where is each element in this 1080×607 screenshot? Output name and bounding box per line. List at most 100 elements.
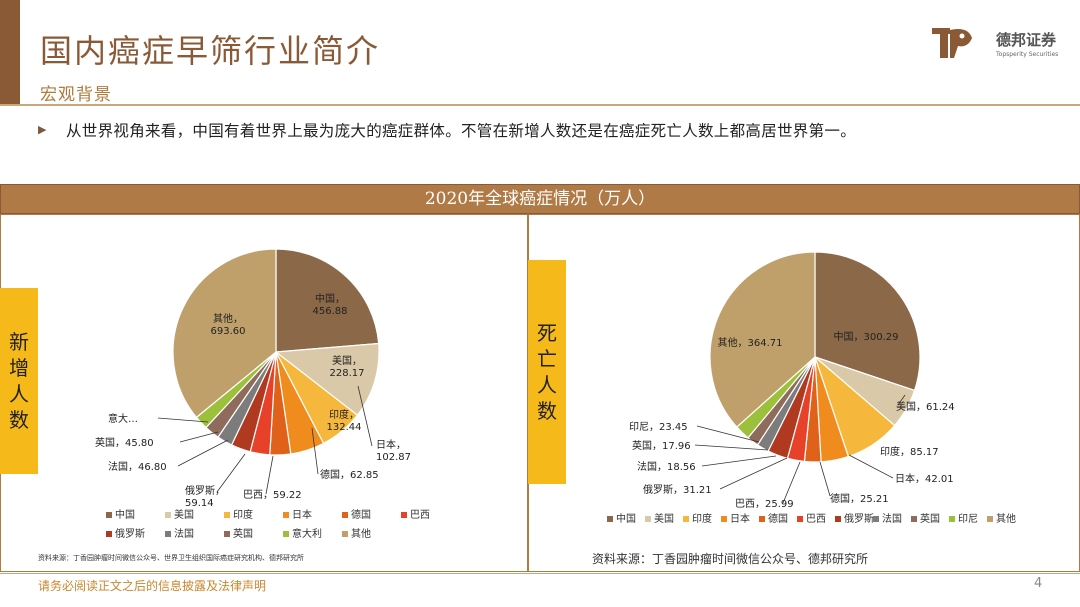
legend-label: 德国 — [768, 512, 788, 525]
leader-line — [819, 461, 831, 497]
pie-slice-其他 — [172, 248, 277, 419]
legend-label: 印度 — [233, 508, 253, 521]
legend-swatch — [607, 516, 613, 522]
leader-line — [719, 457, 788, 490]
legend-swatch — [721, 516, 727, 522]
legend-swatch — [165, 531, 171, 537]
legend-swatch — [873, 516, 879, 522]
side-label-char: 数 — [9, 408, 29, 432]
data-label: 巴西，25.99 — [735, 498, 794, 510]
legend-swatch — [106, 512, 112, 518]
legend-label: 印度 — [692, 512, 712, 525]
legend-label: 法国 — [882, 512, 902, 525]
legend-label: 俄罗斯 — [844, 512, 874, 525]
legend-swatch — [224, 512, 230, 518]
pie-slice-中国 — [275, 248, 380, 353]
legend-label: 德国 — [351, 508, 371, 521]
side-label-char: 新 — [9, 330, 29, 354]
page-number: 4 — [1034, 576, 1043, 591]
data-label: 印尼，23.45 — [629, 421, 688, 433]
leader-line — [216, 453, 246, 493]
pie-chart-2: 中国，300.29 美国，61.24 印度，85.17 日本，42.01 德国，25.2… — [607, 251, 1016, 525]
data-label: 德国，25.21 — [830, 492, 889, 505]
data-label: 俄罗斯，31.21 — [643, 483, 712, 496]
legend-label: 中国 — [616, 512, 636, 525]
leader-line — [701, 455, 777, 467]
legend-label: 英国 — [233, 527, 253, 540]
legend-swatch — [224, 531, 230, 537]
leader-line — [897, 394, 906, 406]
legend-swatch — [645, 516, 651, 522]
leader-line — [848, 454, 894, 479]
bullet-icon: ▶ — [38, 123, 47, 136]
side-label-char: 死 — [537, 321, 557, 345]
data-label: 法国，18.56 — [637, 460, 696, 473]
footer-divider — [0, 573, 1080, 574]
legend-label: 其他 — [351, 527, 371, 540]
leader-line — [782, 461, 801, 504]
pie-chart-1: 中国， 456.88 美国， 228.17 印度， 132.44 日本， 102.87 德国，6… — [95, 248, 430, 540]
legend-swatch — [342, 531, 348, 537]
legend-swatch — [911, 516, 917, 522]
legend-swatch — [106, 531, 112, 537]
legend-label: 中国 — [115, 508, 135, 521]
legend-label: 其他 — [996, 512, 1016, 525]
header-accent-bar — [0, 0, 20, 104]
legend-label: 巴西 — [410, 509, 430, 521]
side-label-char: 人 — [537, 373, 557, 397]
data-label: 日本， 102.87 — [376, 438, 411, 463]
legend-swatch — [797, 516, 803, 522]
side-label-char: 增 — [9, 356, 29, 380]
legend-swatch — [759, 516, 765, 522]
data-label: 其他，364.71 — [718, 336, 783, 349]
legend-swatch — [835, 516, 841, 522]
legend-swatch — [987, 516, 993, 522]
legend-label: 意大利 — [292, 527, 322, 540]
logo-subtitle: Topsperity Securities — [996, 51, 1059, 58]
right-source-note: 资料来源：丁香园肿瘤时间微信公众号、德邦研究所 — [592, 552, 869, 566]
legend-label: 日本 — [292, 508, 312, 521]
header-divider — [0, 104, 1080, 106]
data-label: 中国，300.29 — [834, 330, 899, 343]
footer-disclaimer[interactable]: 请务必阅读正文之后的信息披露及法律声明 — [38, 579, 267, 593]
side-label-char: 数 — [537, 399, 557, 423]
pie-slice-中国 — [814, 251, 921, 392]
intro-text: 从世界视角来看，中国有着世界上最为庞大的癌症群体。不管在新增人数还是在癌症死亡人… — [66, 122, 857, 140]
data-label: 印度， 132.44 — [327, 408, 362, 433]
legend-label: 巴西 — [806, 513, 826, 525]
data-label: 印度，85.17 — [880, 445, 939, 458]
data-label: 日本，42.01 — [895, 472, 954, 485]
data-label: 法国，46.80 — [108, 460, 167, 473]
legend-label: 日本 — [730, 512, 750, 525]
pie-slice-其他 — [709, 251, 816, 428]
new-cases-side-label: 新 增 人 数 — [0, 288, 38, 474]
legend-label: 法国 — [174, 527, 194, 540]
side-label-char: 人 — [9, 382, 29, 406]
company-logo-icon — [932, 28, 972, 58]
legend-swatch — [401, 512, 407, 518]
data-label: 美国， 228.17 — [330, 354, 365, 379]
leader-line — [694, 444, 769, 451]
leader-line — [696, 425, 760, 443]
data-label: 中国， 456.88 — [313, 292, 348, 317]
data-label: 意大… — [108, 412, 138, 425]
pie-slice-美国 — [274, 342, 380, 417]
leader-line — [265, 455, 274, 495]
data-label: 英国，45.80 — [95, 436, 154, 449]
legend-swatch — [683, 516, 689, 522]
data-label: 德国，62.85 — [320, 468, 379, 481]
leader-line — [311, 427, 319, 475]
legend-label: 美国 — [654, 512, 674, 525]
left-source-note: 资料来源：丁香园肿瘤时间微信公众号、世界卫生组织国际癌症研究机构、德邦研究所 — [38, 554, 304, 562]
data-label: 巴西，59.22 — [243, 489, 302, 501]
data-label: 其他， 693.60 — [211, 312, 246, 337]
chart-banner-title: 2020年全球癌症情况（万人） — [424, 189, 656, 209]
chart-banner — [0, 184, 1080, 214]
page-title: 国内癌症早筛行业简介 — [40, 32, 381, 70]
leader-line — [177, 439, 229, 467]
leader-line — [157, 417, 209, 423]
legend-label: 英国 — [920, 512, 940, 525]
leader-line — [179, 431, 219, 443]
legend-swatch — [165, 512, 171, 518]
